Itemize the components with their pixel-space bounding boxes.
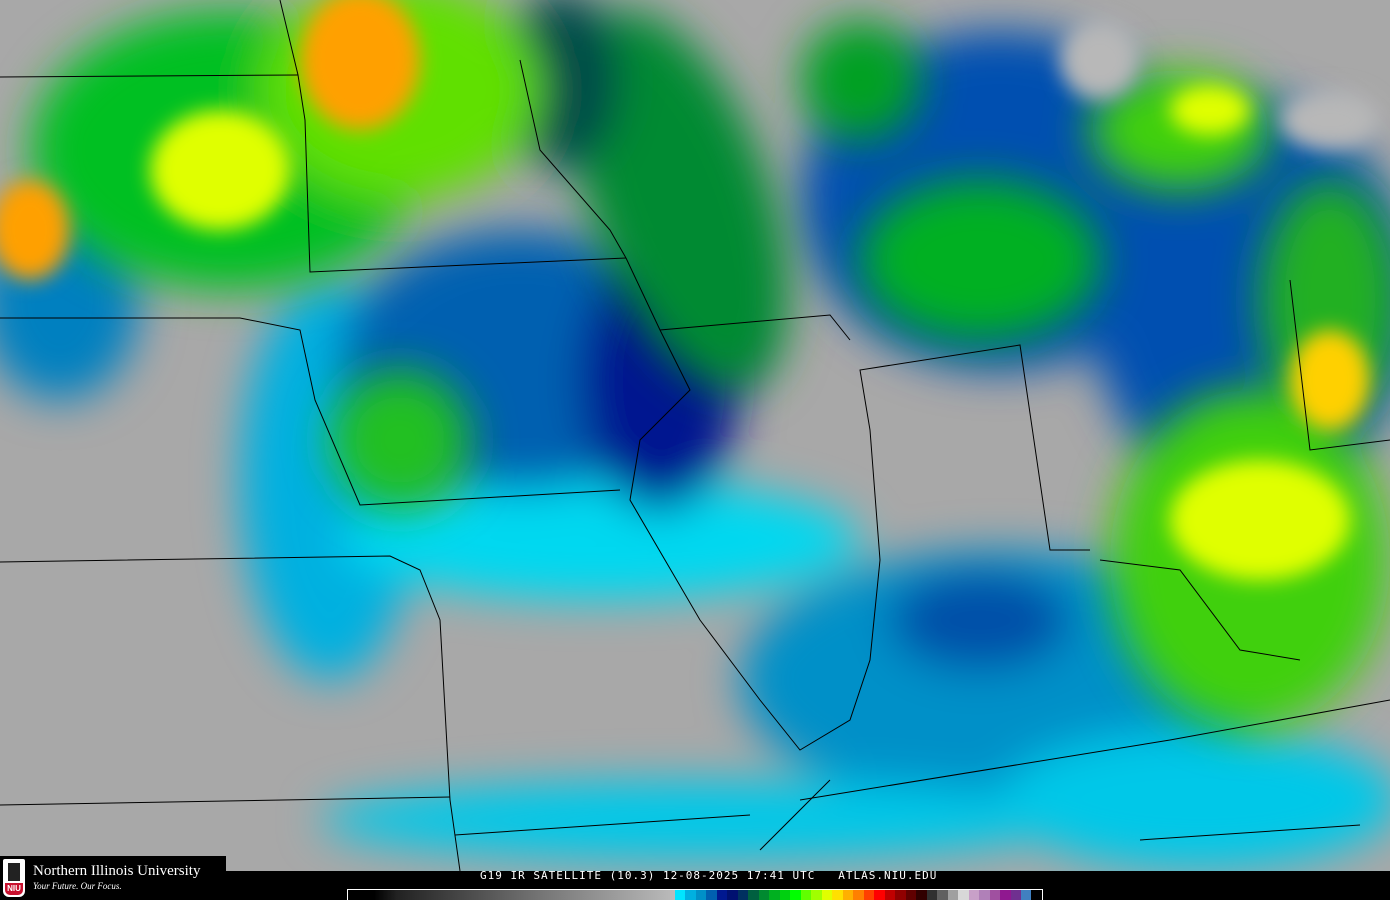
colorbar-swatch (916, 890, 927, 900)
colorbar-swatch (748, 890, 759, 900)
colorbar-swatch (842, 890, 854, 900)
niu-shield-icon: NIU (3, 859, 25, 897)
colorbar-swatch (695, 890, 707, 900)
colorbar-gray-ramp (348, 890, 675, 900)
colorbar-swatch (675, 890, 686, 900)
colorbar-swatch (769, 890, 780, 900)
niu-badge: NIU (5, 883, 23, 895)
colorbar-swatch (1031, 890, 1042, 900)
tower-icon (8, 863, 20, 881)
colorbar-swatch (832, 890, 843, 900)
colorbar-swatch (727, 890, 738, 900)
colorbar-swatch (706, 890, 717, 900)
colorbar-swatch (989, 890, 1001, 900)
colorbar-swatch (821, 890, 833, 900)
satellite-map (0, 0, 1390, 871)
university-tagline: Your Future. Our Focus. (33, 881, 122, 891)
colorbar-swatch (874, 890, 885, 900)
university-name: Northern Illinois University (33, 863, 201, 879)
colorbar-swatch (853, 890, 864, 900)
colorbar-swatch (863, 890, 875, 900)
niu-logo: NIU Northern Illinois University Your Fu… (0, 856, 226, 900)
colorbar-swatch (685, 890, 696, 900)
colorbar-swatch (926, 890, 938, 900)
colorbar-swatch (895, 890, 906, 900)
colorbar-swatch (958, 890, 969, 900)
colorbar-swatch (758, 890, 770, 900)
colorbar-swatch (716, 890, 728, 900)
colorbar-swatch (884, 890, 896, 900)
colorbar-swatch (968, 890, 980, 900)
colorbar-swatch (937, 890, 948, 900)
colorbar-swatch (979, 890, 990, 900)
colorbar-swatch (790, 890, 801, 900)
colorbar-swatch (1010, 890, 1021, 900)
colorbar-swatch (737, 890, 749, 900)
state-borders (0, 0, 1390, 871)
colorbar-swatch (779, 890, 791, 900)
colorbar-swatch (800, 890, 812, 900)
image-title: G19 IR SATELLITE (10.3) 12-08-2025 17:41… (480, 869, 938, 882)
colorbar-swatch (811, 890, 822, 900)
cloud-layer-high (0, 0, 1380, 580)
colorbar-swatch (947, 890, 959, 900)
colorbar-swatch (1020, 890, 1032, 900)
colorbar-swatch (1000, 890, 1011, 900)
colorbar-swatch (905, 890, 917, 900)
temperature-colorbar (347, 889, 1043, 900)
